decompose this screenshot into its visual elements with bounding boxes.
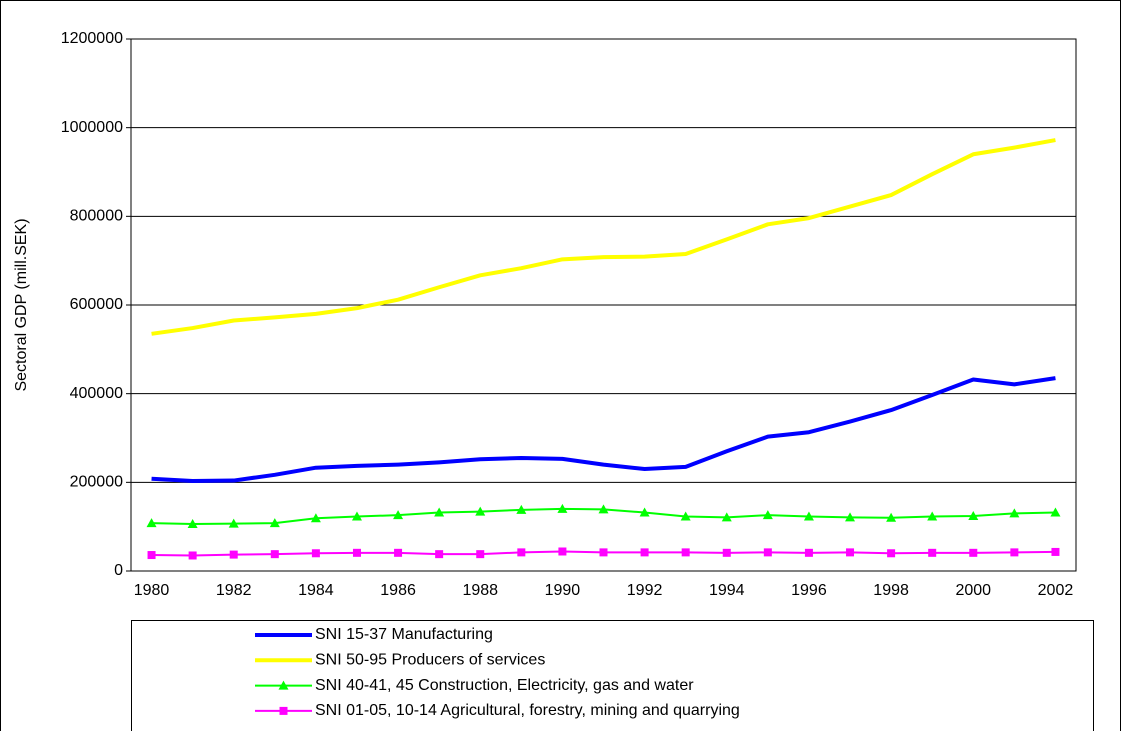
data-point	[475, 506, 486, 516]
data-point	[311, 549, 320, 558]
data-point	[968, 511, 979, 521]
x-tick-label: 1988	[462, 582, 498, 599]
data-point	[187, 519, 198, 529]
y-tick-label: 400000	[70, 385, 123, 402]
x-tick-label: 1984	[298, 582, 334, 599]
data-point	[722, 548, 731, 557]
legend-label: SNI 01-05, 10-14 Agricultural, forestry,…	[315, 702, 740, 719]
legend-label: SNI 40-41, 45 Construction, Electricity,…	[315, 677, 694, 694]
x-tick-label: 1986	[380, 582, 416, 599]
data-point	[476, 550, 485, 559]
x-tick-label: 1992	[627, 582, 663, 599]
data-point	[394, 548, 403, 557]
data-point	[803, 511, 814, 521]
y-tick-label: 800000	[70, 208, 123, 225]
data-point	[846, 548, 855, 557]
data-point	[763, 548, 772, 557]
x-tick-label: 2002	[1038, 582, 1074, 599]
data-point	[887, 549, 896, 558]
legend-box	[131, 620, 1094, 731]
data-point	[886, 512, 897, 522]
y-axis-label: Sectoral GDP (mill.SEK)	[13, 218, 30, 391]
data-point	[351, 511, 362, 521]
data-point	[146, 518, 157, 528]
legend-marker	[279, 706, 288, 715]
x-tick-label: 1982	[216, 582, 252, 599]
data-point	[969, 548, 978, 557]
data-point	[598, 504, 609, 514]
data-point	[1050, 507, 1061, 517]
data-point	[639, 507, 650, 517]
series-line	[151, 138, 1056, 336]
x-tick-label: 1980	[134, 582, 170, 599]
x-tick-label: 1994	[709, 582, 745, 599]
data-point	[188, 551, 197, 560]
data-point	[845, 512, 856, 522]
x-tick-label: 1990	[545, 582, 581, 599]
data-point	[804, 548, 813, 557]
y-tick-label: 600000	[70, 296, 123, 313]
data-point	[393, 510, 404, 520]
data-point	[1009, 508, 1020, 518]
data-point	[721, 512, 732, 522]
data-point	[680, 511, 691, 521]
data-point	[147, 551, 156, 560]
data-point	[434, 507, 445, 517]
data-point	[557, 503, 568, 513]
data-point	[927, 511, 938, 521]
data-point	[928, 548, 937, 557]
y-tick-label: 0	[114, 562, 123, 579]
data-point	[229, 550, 238, 559]
x-tick-label: 2000	[955, 582, 991, 599]
y-tick-label: 1200000	[61, 30, 123, 47]
y-tick-label: 1000000	[61, 119, 123, 136]
data-point	[352, 548, 361, 557]
y-tick-label: 200000	[70, 474, 123, 491]
series-line	[151, 376, 1056, 484]
data-point	[1051, 547, 1060, 556]
data-point	[558, 547, 567, 556]
data-point	[517, 548, 526, 557]
data-point	[310, 513, 321, 523]
x-tick-label: 1998	[873, 582, 909, 599]
data-point	[270, 550, 279, 559]
legend-label: SNI 15-37 Manufacturing	[315, 626, 493, 643]
data-point	[762, 510, 773, 520]
data-point	[1010, 548, 1019, 557]
data-point	[599, 548, 608, 557]
data-point	[681, 548, 690, 557]
data-point	[435, 550, 444, 559]
data-point	[516, 504, 527, 514]
data-point	[228, 518, 239, 528]
data-point	[269, 518, 280, 528]
legend-label: SNI 50-95 Producers of services	[315, 652, 545, 669]
data-point	[640, 548, 649, 557]
legend-marker	[278, 680, 289, 690]
x-tick-label: 1996	[791, 582, 827, 599]
